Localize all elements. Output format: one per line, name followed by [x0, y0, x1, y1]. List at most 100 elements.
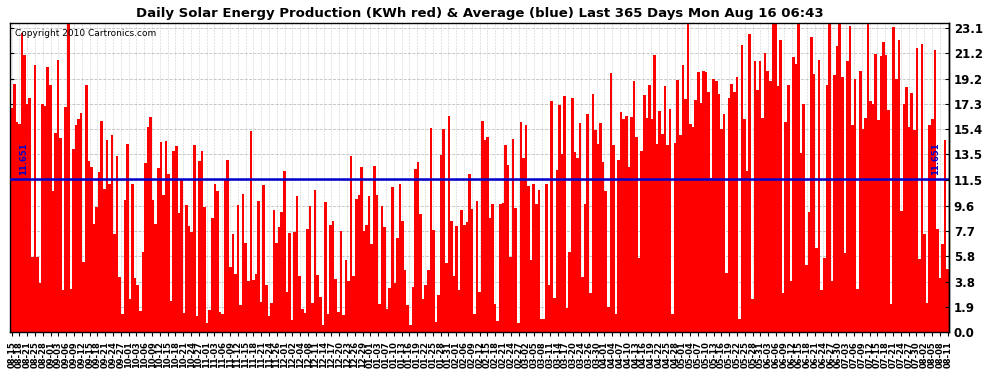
Bar [658, 111, 661, 332]
Bar [522, 158, 525, 332]
Text: 11.651: 11.651 [20, 142, 29, 174]
Bar [208, 310, 211, 332]
Bar [879, 56, 882, 332]
Bar [34, 65, 36, 332]
Bar [360, 167, 362, 332]
Title: Daily Solar Energy Production (KWh red) & Average (blue) Last 365 Days Mon Aug 1: Daily Solar Energy Production (KWh red) … [136, 7, 824, 20]
Bar [129, 299, 132, 332]
Bar [425, 285, 427, 332]
Bar [29, 98, 31, 332]
Bar [196, 316, 198, 332]
Bar [267, 316, 270, 332]
Bar [810, 37, 813, 332]
Bar [159, 142, 162, 332]
Bar [216, 191, 219, 332]
Bar [723, 114, 726, 332]
Bar [533, 184, 535, 332]
Bar [365, 225, 368, 332]
Bar [185, 205, 188, 332]
Bar [903, 104, 905, 332]
Bar [661, 134, 663, 332]
Bar [468, 174, 470, 332]
Bar [188, 226, 190, 332]
Bar [422, 299, 425, 332]
Bar [805, 265, 808, 332]
Bar [450, 221, 452, 332]
Bar [653, 55, 655, 332]
Bar [309, 206, 311, 332]
Bar [604, 191, 607, 332]
Bar [674, 143, 676, 332]
Bar [748, 34, 751, 332]
Bar [352, 276, 355, 332]
Bar [137, 285, 139, 332]
Bar [139, 311, 142, 332]
Bar [252, 280, 254, 332]
Bar [478, 292, 481, 332]
Bar [404, 270, 406, 332]
Bar [430, 128, 432, 332]
Bar [193, 145, 196, 332]
Bar [839, 24, 841, 332]
Bar [882, 42, 885, 332]
Bar [911, 93, 913, 332]
Bar [39, 283, 42, 332]
Bar [848, 26, 851, 332]
Bar [815, 248, 818, 332]
Bar [784, 122, 787, 332]
Bar [298, 276, 301, 332]
Bar [491, 204, 494, 332]
Bar [386, 309, 388, 332]
Bar [375, 195, 378, 332]
Bar [853, 79, 856, 332]
Bar [61, 290, 64, 332]
Bar [558, 105, 560, 332]
Bar [90, 167, 93, 332]
Bar [545, 184, 547, 332]
Bar [124, 200, 126, 332]
Bar [931, 119, 934, 332]
Bar [771, 24, 774, 332]
Bar [330, 225, 332, 332]
Bar [692, 127, 694, 332]
Bar [718, 94, 720, 332]
Bar [93, 224, 95, 332]
Bar [874, 54, 877, 332]
Bar [435, 321, 438, 332]
Bar [417, 162, 419, 332]
Bar [625, 116, 628, 332]
Bar [370, 244, 373, 332]
Bar [633, 81, 636, 332]
Bar [586, 114, 589, 332]
Bar [859, 71, 861, 332]
Bar [589, 293, 591, 332]
Bar [234, 274, 237, 332]
Bar [180, 180, 183, 332]
Bar [254, 274, 257, 332]
Bar [823, 258, 826, 332]
Bar [846, 61, 848, 332]
Bar [214, 184, 216, 332]
Bar [257, 201, 259, 332]
Bar [67, 24, 69, 332]
Bar [916, 48, 918, 332]
Bar [638, 258, 641, 332]
Bar [247, 282, 249, 332]
Bar [612, 145, 615, 332]
Bar [319, 297, 322, 332]
Bar [720, 129, 723, 332]
Bar [761, 118, 764, 332]
Bar [457, 290, 460, 332]
Bar [584, 204, 586, 332]
Bar [571, 98, 573, 332]
Bar [550, 101, 553, 332]
Bar [399, 184, 401, 332]
Bar [739, 320, 741, 332]
Bar [769, 81, 771, 332]
Bar [206, 324, 208, 332]
Bar [162, 195, 164, 332]
Bar [507, 165, 509, 332]
Bar [782, 293, 784, 332]
Bar [219, 312, 221, 332]
Bar [607, 307, 610, 332]
